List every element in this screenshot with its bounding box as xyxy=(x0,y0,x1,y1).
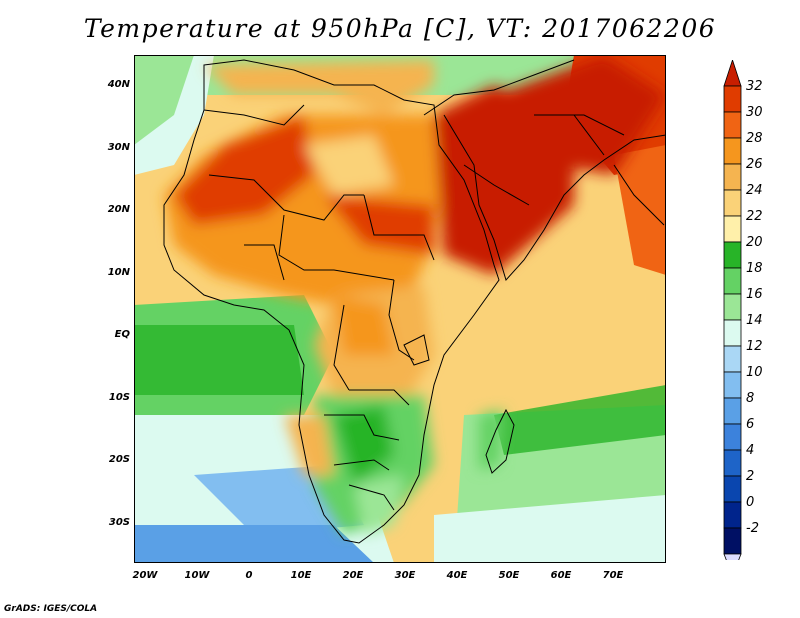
lon-label-10e: 10E xyxy=(291,570,312,581)
colorbar-box xyxy=(723,215,742,243)
lon-label-20e: 20E xyxy=(343,570,364,581)
colorbar-box xyxy=(723,475,742,503)
lon-label-40e: 40E xyxy=(446,570,468,581)
colorbar-box xyxy=(723,111,742,139)
colorbar-labels: 32 30 28 26 24 22 20 18 16 14 12 10 8 6 … xyxy=(746,79,763,536)
colorbar-box xyxy=(723,345,742,373)
lat-label-20s: 20S xyxy=(109,454,130,465)
latitude-axis: 40N 30N 20N 10N EQ 10S 20S 30S xyxy=(107,79,131,528)
colorbar-label-14: 14 xyxy=(746,313,763,328)
lat-label-10n: 10N xyxy=(108,267,131,278)
colorbar-label-28: 28 xyxy=(746,131,763,146)
colorbar-label-0: 0 xyxy=(746,495,754,510)
lon-label-60e: 60E xyxy=(551,570,572,581)
lat-label-10s: 10S xyxy=(109,392,130,403)
temperature-map xyxy=(134,55,666,563)
colorbar-box xyxy=(723,423,742,451)
colorbar-label-18: 18 xyxy=(746,261,763,276)
lat-label-40n: 40N xyxy=(107,79,131,90)
lat-label-eq: EQ xyxy=(115,329,131,340)
colorbar-label-8: 8 xyxy=(746,391,754,406)
colorbar-box xyxy=(723,449,742,477)
lon-label-30e: 30E xyxy=(395,570,416,581)
colorbar-box xyxy=(723,319,742,347)
colorbar-box xyxy=(723,163,742,191)
colorbar-box xyxy=(723,241,742,269)
colorbar-label-4: 4 xyxy=(746,443,754,458)
colorbar-box xyxy=(723,397,742,425)
lon-label-10w: 10W xyxy=(185,570,211,581)
map-title: Temperature at 950hPa [C], VT: 201706220… xyxy=(83,14,717,43)
colorbar: 32 30 28 26 24 22 20 18 16 14 12 10 8 6 … xyxy=(723,60,763,560)
colorbar-label-20: 20 xyxy=(746,235,763,250)
colorbar-bottom-arrow xyxy=(723,553,742,560)
colorbar-label-32: 32 xyxy=(746,79,763,94)
lon-label-50e: 50E xyxy=(499,570,520,581)
lon-label-20w: 20W xyxy=(133,570,159,581)
lon-label-70e: 70E xyxy=(603,570,624,581)
colorbar-label-22: 22 xyxy=(746,209,763,224)
colorbar-label-30: 30 xyxy=(746,105,763,120)
grads-credit: GrADS: IGES/COLA xyxy=(4,604,98,614)
colorbar-label-10: 10 xyxy=(746,365,763,380)
colorbar-box xyxy=(723,371,742,399)
lon-label-0: 0 xyxy=(246,570,253,581)
lat-label-20n: 20N xyxy=(108,204,131,215)
colorbar-box xyxy=(723,293,742,321)
colorbar-label-neg2: -2 xyxy=(746,521,759,536)
lat-label-30n: 30N xyxy=(108,142,131,153)
colorbar-label-6: 6 xyxy=(746,417,754,432)
colorbar-box xyxy=(723,137,742,165)
colorbar-box xyxy=(723,85,742,113)
colorbar-boxes xyxy=(723,60,742,560)
longitude-axis: 20W 10W 0 10E 20E 30E 40E 50E 60E 70E xyxy=(133,570,624,581)
colorbar-box xyxy=(723,189,742,217)
colorbar-box xyxy=(723,527,742,555)
lat-label-30s: 30S xyxy=(109,517,130,528)
colorbar-label-24: 24 xyxy=(746,183,763,198)
colorbar-label-16: 16 xyxy=(746,287,763,302)
colorbar-label-26: 26 xyxy=(746,157,763,172)
colorbar-label-2: 2 xyxy=(746,469,754,484)
colorbar-label-12: 12 xyxy=(746,339,763,354)
colorbar-box xyxy=(723,267,742,295)
colorbar-top-arrow xyxy=(723,60,742,87)
colorbar-box xyxy=(723,501,742,529)
